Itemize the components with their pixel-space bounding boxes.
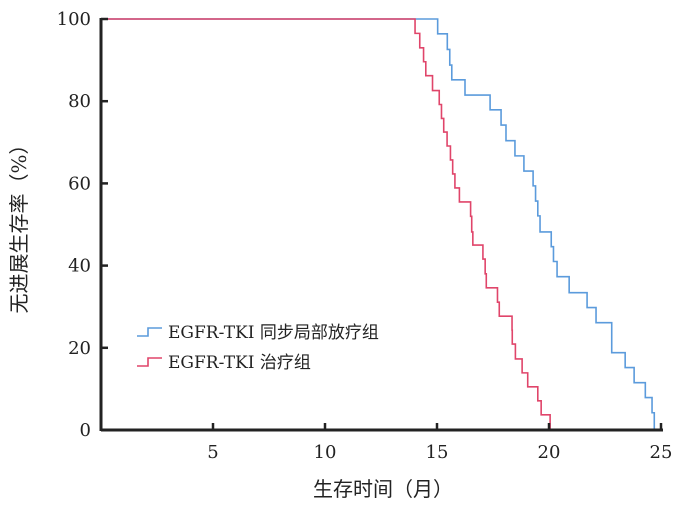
x-tick-label: 25 xyxy=(650,442,673,463)
y-tick-label: 80 xyxy=(68,91,91,112)
x-tick-label: 10 xyxy=(314,442,337,463)
y-tick-label: 100 xyxy=(57,9,91,30)
km-curve-2 xyxy=(101,18,551,430)
legend-swatch xyxy=(137,357,162,367)
x-tick-label: 20 xyxy=(538,442,561,463)
y-axis-label: 无进展生存率（%） xyxy=(7,134,31,313)
y-tick-label: 20 xyxy=(68,338,91,359)
y-tick-label: 0 xyxy=(80,420,91,441)
y-tick-label: 60 xyxy=(68,173,91,194)
legend-swatch xyxy=(137,327,162,337)
x-tick-label: 15 xyxy=(426,442,449,463)
x-axis-label: 生存时间（月） xyxy=(313,477,453,501)
legend-label: EGFR-TKI 同步局部放疗组 xyxy=(168,323,379,343)
km-curve-1 xyxy=(101,18,656,430)
y-tick-label: 40 xyxy=(68,256,91,277)
legend-label: EGFR-TKI 治疗组 xyxy=(168,353,311,373)
x-tick-label: 5 xyxy=(207,442,218,463)
